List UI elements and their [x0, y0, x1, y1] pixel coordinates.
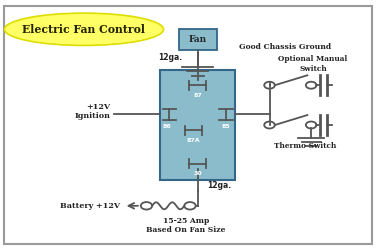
- FancyBboxPatch shape: [5, 6, 372, 244]
- Text: 15-25 Amp
Based On Fan Size: 15-25 Amp Based On Fan Size: [146, 217, 226, 234]
- Text: 87A: 87A: [187, 138, 201, 143]
- Text: +12V
Ignition: +12V Ignition: [74, 103, 111, 120]
- Text: Battery +12V: Battery +12V: [60, 202, 120, 210]
- Text: 85: 85: [222, 124, 230, 129]
- Ellipse shape: [5, 13, 163, 46]
- Text: 12ga.: 12ga.: [158, 54, 182, 62]
- Text: 86: 86: [162, 124, 171, 129]
- Text: Electric Fan Control: Electric Fan Control: [22, 24, 146, 35]
- Text: 87: 87: [193, 93, 202, 98]
- Bar: [179, 29, 217, 50]
- Bar: [160, 70, 236, 180]
- Text: Good Chassis Ground: Good Chassis Ground: [239, 43, 331, 51]
- Text: Optional Manual
Switch: Optional Manual Switch: [279, 56, 348, 73]
- Text: Thermo Switch: Thermo Switch: [274, 142, 337, 150]
- Text: 30: 30: [193, 172, 202, 176]
- Text: 12ga.: 12ga.: [207, 181, 231, 190]
- Text: Fan: Fan: [188, 35, 207, 44]
